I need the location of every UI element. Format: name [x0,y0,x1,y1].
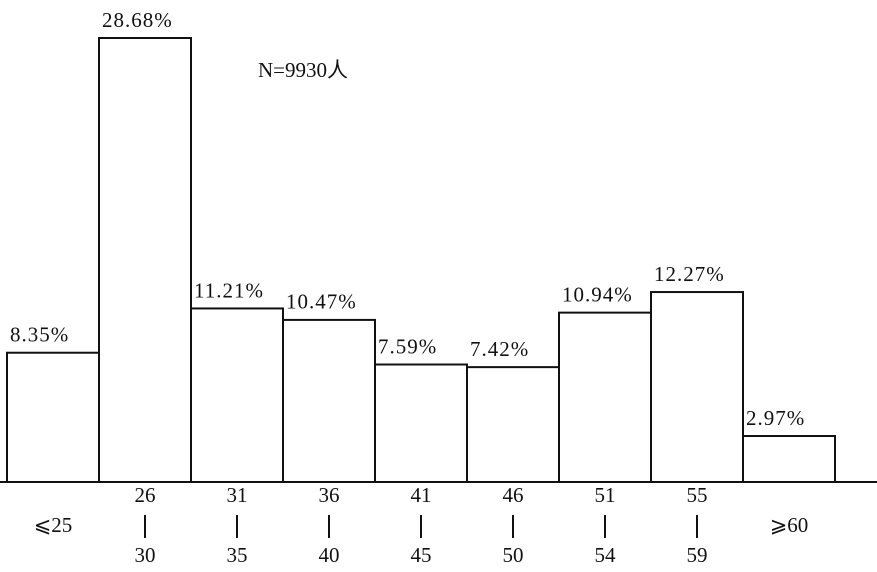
annotation: N=9930人 [258,58,348,82]
x-tick-label: 41 [411,483,432,507]
value-label: 10.94% [562,282,633,306]
x-tick-label: 35 [227,543,248,567]
bar [98,37,192,483]
bar [742,435,836,484]
bar [466,366,560,483]
bar [282,318,376,483]
x-tick-label: 30 [135,543,156,567]
x-tick-label: 26 [135,483,156,507]
x-tick-label: 51 [595,483,616,507]
x-tick-label: 31 [227,483,248,507]
bar [650,291,744,483]
bar [6,351,100,483]
x-tick-label: 50 [503,543,524,567]
x-tick-label: 46 [503,483,524,507]
value-label: 2.97% [746,406,805,430]
x-tick-label: 45 [411,543,432,567]
value-label: 7.59% [378,334,437,358]
x-tick-label: 59 [687,543,708,567]
x-tick-label: ⩾60 [770,513,809,537]
bar [190,307,284,483]
x-tick-label: ⩽25 [34,513,73,537]
x-tick-label: 55 [687,483,708,507]
x-tick-label: 54 [595,543,617,567]
value-label: 28.68% [102,8,173,32]
x-tick-label: 36 [319,483,340,507]
x-tick-label: 40 [319,543,340,567]
bar [558,311,652,483]
value-label: 12.27% [654,262,725,286]
bar [374,363,468,483]
value-label: 8.35% [10,323,69,347]
value-label: 7.42% [470,337,529,361]
value-label: 10.47% [286,290,357,314]
value-label: 11.21% [194,278,264,302]
